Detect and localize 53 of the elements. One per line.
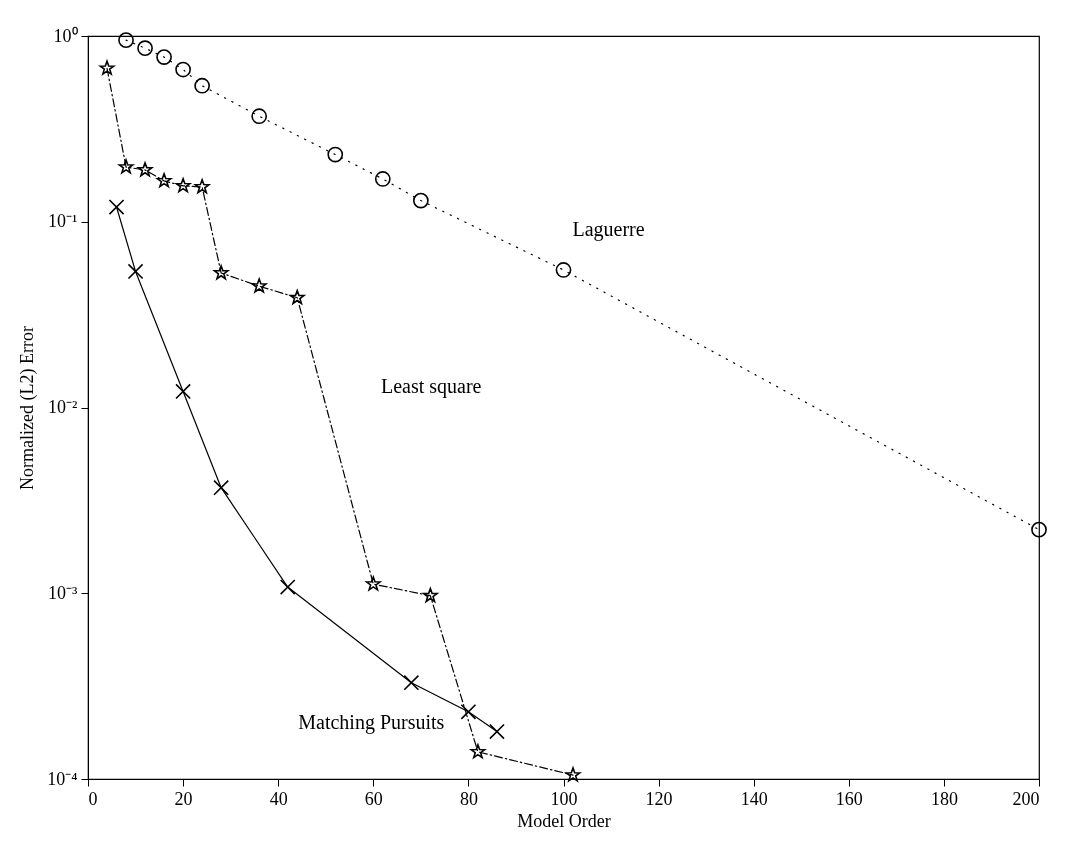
x-tick-label: 120 [645,788,673,809]
x-tick-label: 80 [459,788,478,809]
point [213,479,230,496]
y-axis-title: Normalized (L2) Error [17,326,39,490]
series-label: Laguerre [572,217,645,241]
x-tick-label: 140 [740,788,768,809]
point [460,703,477,720]
y-tick-label: 10⁻⁴ [47,768,78,789]
point [156,49,172,65]
point [403,674,420,691]
x-tick-label: 40 [269,788,288,809]
point [194,179,210,194]
x-tick-label: 160 [835,788,863,809]
point [137,40,153,57]
point [108,199,125,215]
x-tick-label: 0 [88,788,98,809]
point [175,178,191,193]
x-tick-label: 200 [1012,788,1040,809]
x-tick-label: 100 [550,788,578,809]
point [412,192,429,209]
point [251,108,268,125]
point [137,162,153,177]
y-tick-label: 10⁻¹ [48,211,78,232]
y-tick-label: 10⁻³ [48,582,79,603]
point [175,61,191,78]
point [327,146,344,163]
point [422,587,438,603]
x-axis-title: Model Order [517,810,611,831]
point [127,263,144,280]
point [565,767,581,782]
point [555,262,572,278]
x-tick-label: 180 [930,788,958,809]
y-tick-label: 10⁰ [53,25,78,46]
point [194,77,210,94]
point [251,278,267,293]
point [1031,521,1047,538]
point [118,159,134,174]
series-label: Matching Pursuits [298,710,445,734]
point [213,265,229,280]
y-tick-label: 10⁻² [48,397,78,417]
point [470,743,486,759]
point [279,579,296,595]
point [489,723,505,740]
x-tick-label: 60 [364,788,383,809]
point [374,171,391,187]
text: Least square [380,374,482,398]
point [175,383,191,400]
x-tick-label: 20 [174,788,193,809]
point [289,289,305,305]
point [365,576,381,591]
point [156,172,172,188]
point [99,60,115,75]
point [118,32,134,48]
